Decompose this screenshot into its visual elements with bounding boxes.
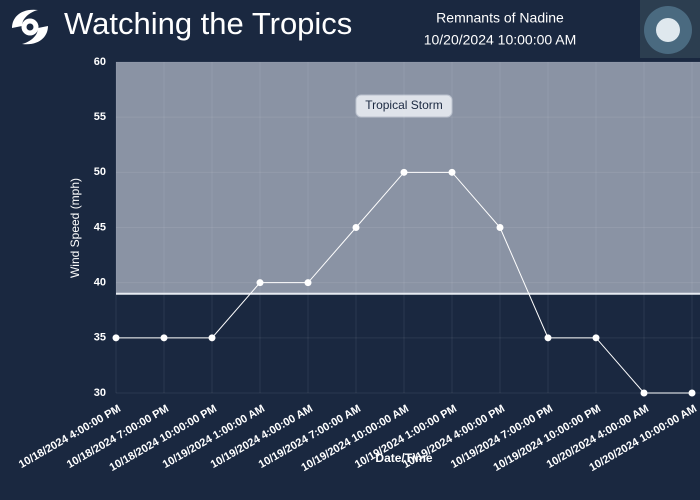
point bbox=[256, 279, 264, 287]
point bbox=[160, 334, 168, 342]
point bbox=[400, 168, 408, 176]
y-tick-label: 60 bbox=[94, 56, 106, 68]
band-label-text: Tropical Storm bbox=[365, 98, 443, 112]
point bbox=[208, 334, 216, 342]
y-tick-label: 45 bbox=[94, 221, 106, 233]
point bbox=[112, 334, 120, 342]
point bbox=[448, 168, 456, 176]
hurricane-icon bbox=[12, 9, 48, 45]
storm-name: Remnants of Nadine bbox=[436, 10, 564, 26]
page-title: Watching the Tropics bbox=[64, 6, 352, 41]
band-label: Tropical Storm bbox=[355, 94, 453, 118]
point bbox=[496, 224, 504, 231]
storm-datetime: 10/20/2024 10:00:00 AM bbox=[424, 32, 577, 48]
x-axis-title: Date/Time bbox=[375, 451, 432, 465]
point bbox=[352, 224, 360, 231]
point bbox=[640, 389, 648, 397]
logo bbox=[640, 0, 700, 58]
y-axis-title: Wind Speed (mph) bbox=[68, 178, 82, 278]
y-tick-label: 55 bbox=[94, 111, 106, 123]
point bbox=[592, 334, 600, 342]
point bbox=[544, 334, 552, 342]
point bbox=[304, 279, 312, 287]
band-label-box bbox=[355, 94, 453, 118]
y-tick-label: 30 bbox=[94, 387, 106, 399]
point bbox=[688, 389, 696, 397]
y-tick-label: 40 bbox=[94, 277, 106, 289]
y-tick-label: 50 bbox=[94, 166, 106, 178]
y-tick-label: 35 bbox=[94, 332, 106, 344]
